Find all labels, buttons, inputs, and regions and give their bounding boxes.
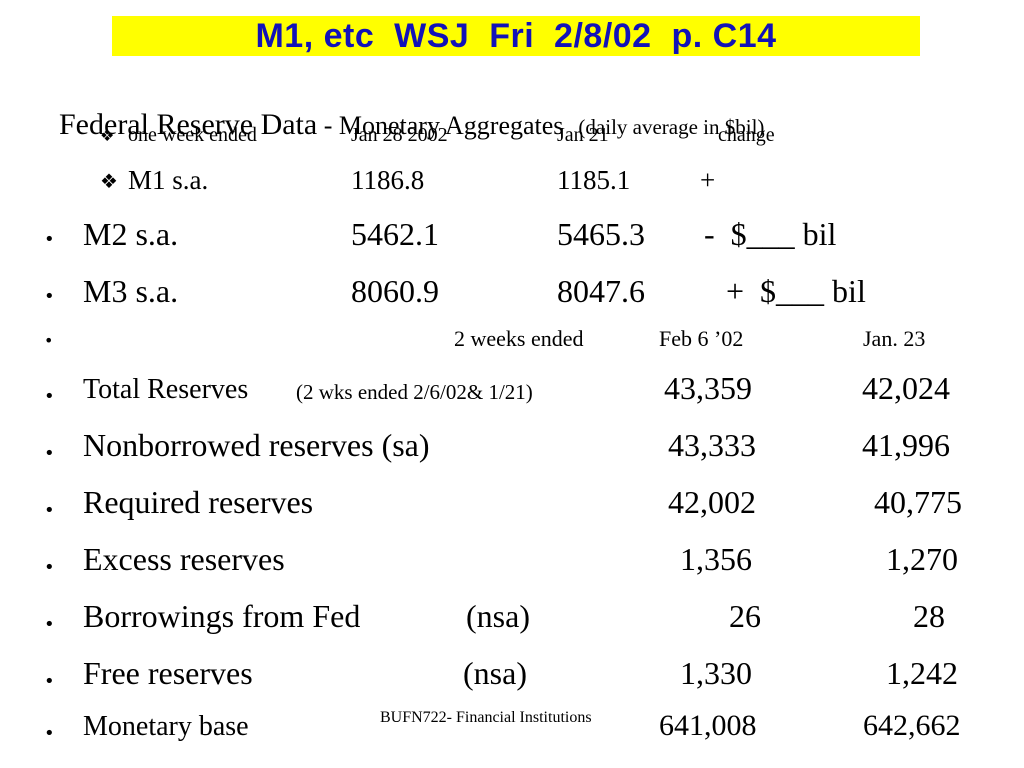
m2-value-2: 5465.3 [557, 216, 645, 252]
reserve-row-label: Required reserves [83, 484, 314, 520]
two-weeks-label: 2 weeks ended [454, 326, 584, 351]
m3-change: + $___ bil [726, 273, 866, 309]
m2-value-1: 5462.1 [351, 216, 439, 252]
reserve-row-value-1: 26 [729, 598, 761, 634]
bullet-dot-icon: • [44, 229, 55, 250]
m1-value-2: 1185.1 [557, 165, 631, 195]
subhead-col2: Jan 21 [557, 124, 609, 146]
m2-change: - $___ bil [704, 216, 837, 252]
reserve-row-value-2: 42,024 [862, 370, 950, 406]
reserve-row-value-2: 40,775 [874, 484, 962, 520]
two-weeks-col2: Jan. 23 [863, 326, 926, 351]
bullet-dot-icon: • [44, 386, 55, 407]
reserve-row-label: Borrowings from Fed [83, 598, 361, 634]
reserve-row-value-1: 641,008 [659, 709, 757, 742]
bullet-dot-icon: • [44, 614, 55, 635]
title-banner: M1, etc WSJ Fri 2/8/02 p. C14 [112, 16, 920, 56]
header-unit: (daily average in $bil) [578, 115, 765, 139]
bullet-dot-icon: • [44, 331, 54, 350]
header-line: Federal Reserve Data - Monetary Aggregat… [44, 74, 764, 142]
reserve-row-label: Nonborrowed reserves (sa) [83, 427, 430, 463]
reserve-row-value-2: 642,662 [863, 709, 961, 742]
header-main: Federal Reserve Data [59, 108, 318, 141]
reserve-row-note: (nsa) [466, 598, 530, 634]
m1-change: + [700, 165, 716, 195]
reserve-row-value-1: 1,330 [680, 655, 752, 691]
bullet-dot-icon: • [44, 723, 55, 744]
subhead-col1: Jan 28 2002 [351, 124, 448, 146]
reserve-row-value-1: 43,333 [668, 427, 756, 463]
reserve-row-label: Excess reserves [83, 541, 285, 577]
bullet-dot-icon: • [44, 286, 55, 307]
m2-label: M2 s.a. [83, 216, 179, 252]
diamond-bullet-icon: ❖ [100, 169, 118, 193]
reserve-row-label: Monetary base [83, 711, 249, 742]
reserve-row-note: (2 wks ended 2/6/02& 1/21) [296, 380, 533, 404]
subhead-label: one week ended [128, 124, 257, 146]
m1-label: M1 s.a. [128, 165, 209, 195]
subhead-col3: change [718, 124, 775, 146]
bullet-dot-icon: • [44, 443, 55, 464]
reserve-row-note: (nsa) [463, 655, 527, 691]
reserve-row-value-2: 1,270 [886, 541, 958, 577]
m3-value-1: 8060.9 [351, 273, 439, 309]
reserve-row-value-2: 1,242 [886, 655, 958, 691]
diamond-bullet-icon: ❖ [100, 126, 115, 145]
two-weeks-col1: Feb 6 ’02 [659, 326, 744, 351]
m3-label: M3 s.a. [83, 273, 179, 309]
m1-value-1: 1186.8 [351, 165, 425, 195]
bullet-dot-icon: • [44, 500, 55, 521]
reserve-row-value-2: 28 [913, 598, 945, 634]
reserve-row-label: Free reserves [83, 655, 253, 691]
bullet-dot-icon: • [44, 671, 55, 692]
reserve-row-value-1: 1,356 [680, 541, 752, 577]
m3-value-2: 8047.6 [557, 273, 645, 309]
reserve-row-label: Total Reserves [83, 374, 249, 405]
bullet-dot-icon: • [44, 557, 55, 578]
reserve-row-value-1: 43,359 [664, 370, 752, 406]
header-dash-part: - Monetary Aggregates [317, 111, 564, 140]
reserve-row-value-2: 41,996 [862, 427, 950, 463]
reserve-row-value-1: 42,002 [668, 484, 756, 520]
footer-text: BUFN722- Financial Institutions [380, 709, 592, 726]
slide-title: M1, etc WSJ Fri 2/8/02 p. C14 [255, 16, 777, 55]
